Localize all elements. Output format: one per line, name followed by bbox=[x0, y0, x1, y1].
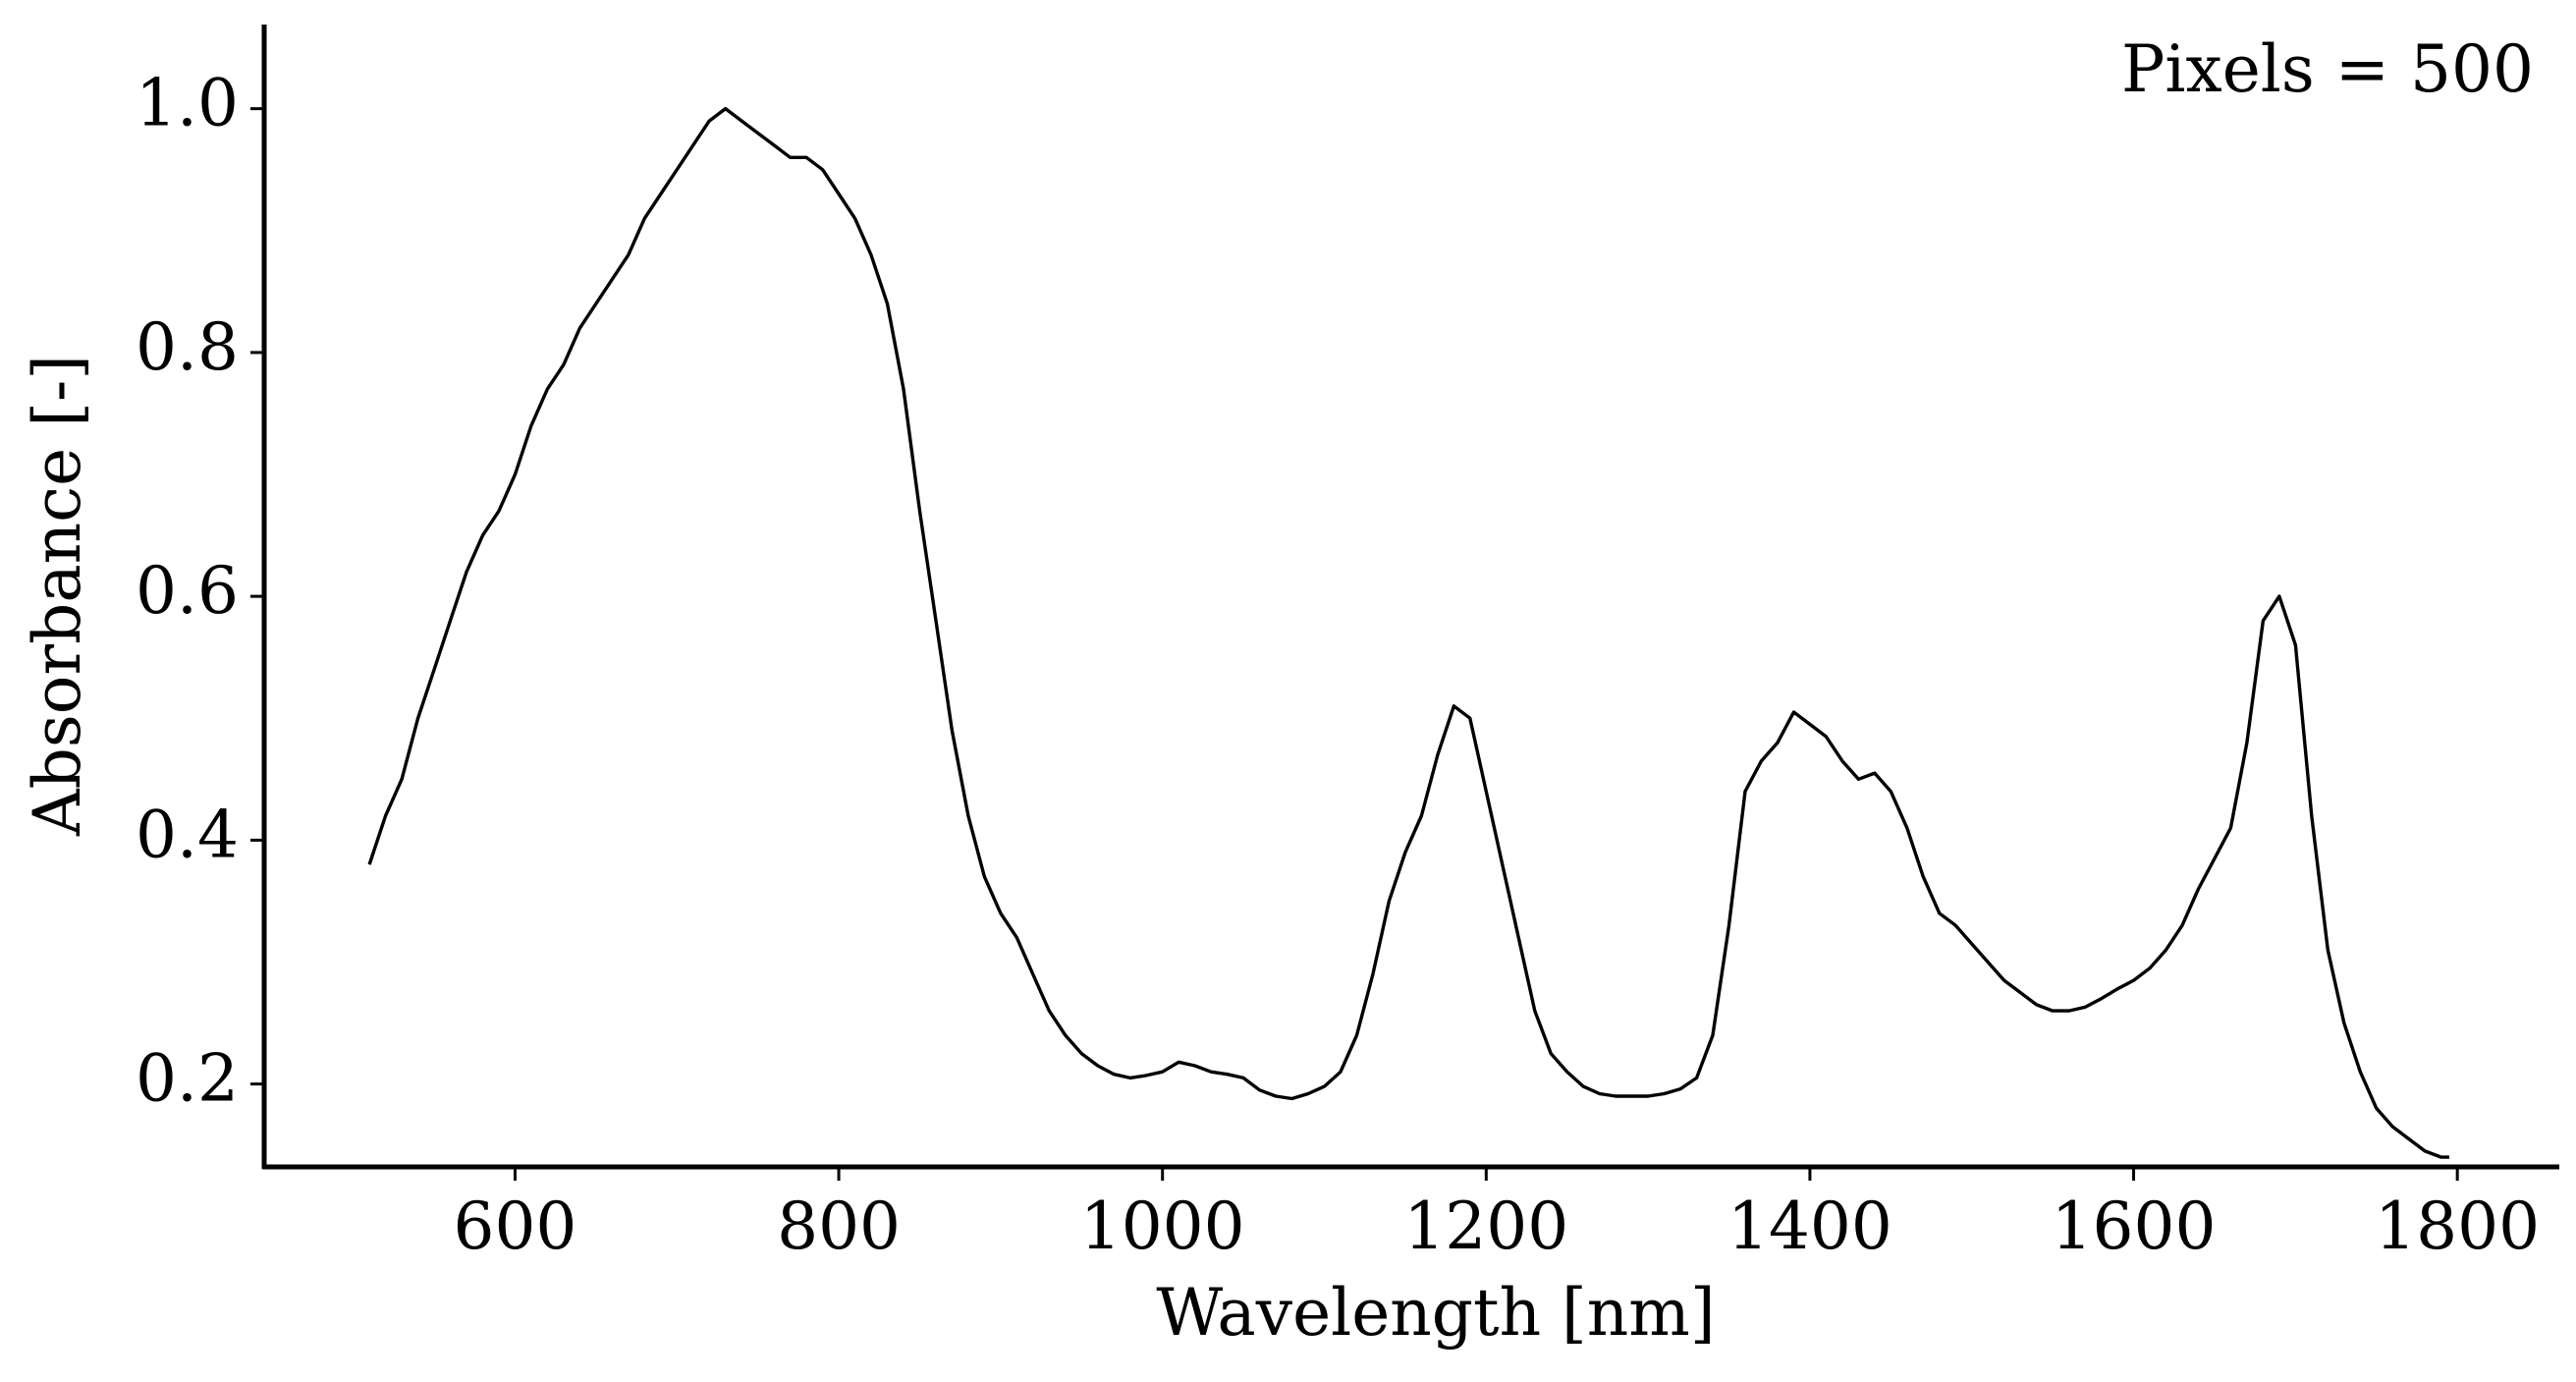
x-tick-label: 1200 bbox=[1403, 1189, 1568, 1264]
x-tick-label: 1400 bbox=[1727, 1189, 1892, 1264]
y-tick-label: 1.0 bbox=[136, 66, 239, 141]
y-tick-label: 0.4 bbox=[136, 797, 239, 872]
y-axis-label: Absorbance [-] bbox=[20, 355, 95, 837]
x-tick-label: 1600 bbox=[2052, 1189, 2217, 1264]
x-tick-label: 1000 bbox=[1080, 1189, 1245, 1264]
x-tick-label: 1800 bbox=[2375, 1189, 2540, 1264]
x-tick-label: 800 bbox=[777, 1189, 901, 1264]
spectrum-line bbox=[367, 106, 2449, 1159]
y-tick-label: 0.6 bbox=[136, 553, 239, 629]
x-axis-label: Wavelength [nm] bbox=[1156, 1275, 1715, 1351]
y-tick-label: 0.2 bbox=[136, 1041, 239, 1117]
y-tick-label: 0.8 bbox=[136, 309, 239, 385]
annotation: Pixels = 500 bbox=[2121, 31, 2534, 107]
x-tick-label: 600 bbox=[453, 1189, 576, 1264]
